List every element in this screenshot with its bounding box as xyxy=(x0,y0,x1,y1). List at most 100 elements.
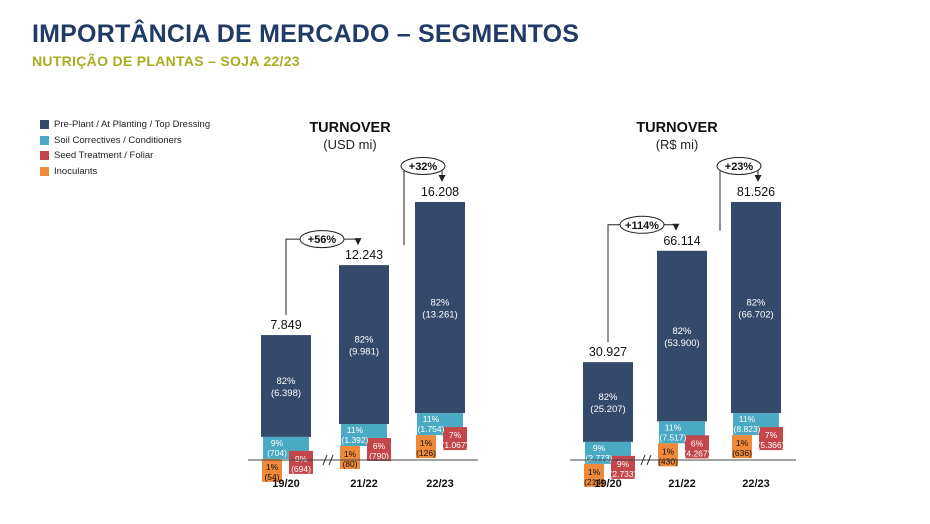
chart-0-bar-seed-19/20 xyxy=(289,450,313,474)
chart-0-label-soil-pct-22/23: 11% xyxy=(423,414,440,424)
legend-item-preplant: Pre-Plant / At Planting / Top Dressing xyxy=(40,117,210,133)
chart-1-label-inoculants-value-21/22: (430) xyxy=(658,456,678,466)
chart-1-label-preplant-pct-19/20: 82% xyxy=(598,392,618,403)
chart-1-label-seed-value-19/20: (2.733) xyxy=(610,469,637,479)
chart-0-label-soil-value-21/22: (1.392) xyxy=(342,435,369,445)
chart-0-label-seed-pct-22/23: 7% xyxy=(449,430,462,440)
chart-1-label-inoculants-pct-19/20: 1% xyxy=(588,467,601,477)
legend-swatch-soil-correctives xyxy=(40,135,49,145)
legend-swatch-seed-treatment xyxy=(40,151,49,161)
chart-0-label-seed-value-19/20: (694) xyxy=(291,464,311,474)
chart-0-bar-seed-22/23 xyxy=(443,427,467,451)
chart-0-unit: (USD mi) xyxy=(323,137,376,152)
chart-1-total-19/20: 30.927 xyxy=(589,345,627,359)
chart-1-label-preplant-value-22/23: (66.702) xyxy=(738,310,773,321)
page-subtitle: NUTRIÇÃO DE PLANTAS – SOJA 22/23 xyxy=(32,53,300,69)
chart-0-bar-inoculants-19/20 xyxy=(262,458,282,482)
chart-0-total-22/23: 16.208 xyxy=(421,185,459,199)
chart-1-label-preplant-value-19/20: (25.207) xyxy=(590,404,625,415)
chart-0-label-seed-pct-19/20: 9% xyxy=(295,454,308,464)
chart-1-growth-label-0: +114% xyxy=(625,220,659,232)
legend-item-soil-correctives: Soil Correctives / Conditioners xyxy=(40,133,210,149)
chart-1-label-seed-value-21/22: (4.267) xyxy=(684,448,711,458)
legend-label-preplant: Pre-Plant / At Planting / Top Dressing xyxy=(54,119,211,131)
chart-0-category-19/20: 19/20 xyxy=(272,478,300,490)
chart-0-label-inoculants-pct-22/23: 1% xyxy=(420,438,433,448)
legend-label-seed-treatment: Seed Treatment / Foliar xyxy=(54,150,154,162)
chart-0-bar-inoculants-21/22 xyxy=(340,445,360,469)
legend-label-inoculants: Inoculants xyxy=(54,165,98,177)
chart-0-label-preplant-value-21/22: (9.981) xyxy=(349,347,379,358)
chart-0-bar-seed-21/22 xyxy=(367,437,391,461)
chart-1-label-soil-value-19/20: (2.773) xyxy=(586,453,613,463)
chart-0-growth-arrowhead-1 xyxy=(438,175,446,182)
chart-0-axis-break-mark-a xyxy=(322,454,328,466)
chart-1-label-soil-pct-21/22: 11% xyxy=(665,422,682,432)
chart-0-label-inoculants-value-21/22: (80) xyxy=(342,459,357,469)
chart-1-bar-inoculants-22/23 xyxy=(732,435,752,459)
chart-1-bar-seed-22/23 xyxy=(759,427,783,451)
chart-1-label-preplant-pct-21/22: 82% xyxy=(672,326,692,337)
chart-0-growth-label-1: +32% xyxy=(409,161,438,173)
chart-0-growth-badge-1 xyxy=(400,157,446,175)
chart-1-label-inoculants-value-19/20: (214) xyxy=(584,477,604,487)
legend-label-soil-correctives: Soil Correctives / Conditioners xyxy=(54,134,182,146)
chart-1-label-seed-pct-21/22: 6% xyxy=(691,438,704,448)
chart-0-total-19/20: 7.849 xyxy=(270,318,301,332)
chart-0-label-preplant-pct-22/23: 82% xyxy=(430,298,450,309)
chart-1-label-soil-value-22/23: (8.823) xyxy=(734,424,761,434)
chart-1-label-seed-pct-22/23: 7% xyxy=(765,430,778,440)
chart-1-category-21/22: 21/22 xyxy=(668,478,696,490)
chart-1-total-22/23: 81.526 xyxy=(737,185,775,199)
chart-1-bar-seed-21/22 xyxy=(685,435,709,459)
chart-0-bar-inoculants-22/23 xyxy=(416,435,436,459)
chart-0-label-preplant-value-19/20: (6.398) xyxy=(271,388,301,399)
chart-0-title: TURNOVER xyxy=(309,120,391,136)
legend-swatch-preplant xyxy=(40,120,49,130)
chart-1-growth-arrowhead-0 xyxy=(672,223,680,231)
chart-0-label-seed-pct-21/22: 6% xyxy=(373,441,386,451)
chart-1-growth-badge-1 xyxy=(716,157,762,175)
chart-0-label-soil-value-22/23: (1.754) xyxy=(418,424,445,434)
chart-0-growth-badge-0 xyxy=(299,230,345,249)
legend-item-inoculants: Inoculants xyxy=(40,164,210,180)
chart-0-category-22/23: 22/23 xyxy=(426,478,454,490)
chart-0-label-seed-value-21/22: (790) xyxy=(369,451,389,461)
chart-1-bar-preplant-21/22 xyxy=(657,250,707,422)
chart-0-label-preplant-pct-21/22: 82% xyxy=(354,335,374,346)
chart-0-bar-preplant-21/22 xyxy=(339,265,389,424)
chart-1-growth-label-1: +23% xyxy=(725,161,754,173)
chart-0-label-soil-pct-19/20: 9% xyxy=(271,438,284,448)
legend-swatch-inoculants xyxy=(40,166,49,176)
chart-1-growth-badge-0 xyxy=(619,215,665,234)
chart-0-label-preplant-value-22/23: (13.261) xyxy=(422,310,457,321)
chart-1-label-inoculants-pct-22/23: 1% xyxy=(736,438,749,448)
chart-1-label-preplant-pct-22/23: 82% xyxy=(746,298,766,309)
legend-item-seed-treatment: Seed Treatment / Foliar xyxy=(40,148,210,164)
chart-1-label-inoculants-value-22/23: (636) xyxy=(732,448,752,458)
chart-0-axis-break-mark-b xyxy=(328,454,334,466)
chart-1-axis-break-mark-b xyxy=(646,454,652,466)
chart-0-bar-preplant-22/23 xyxy=(415,202,465,414)
chart-0-growth-label-0: +56% xyxy=(308,234,337,246)
chart-1-bar-inoculants-19/20 xyxy=(584,463,604,487)
chart-1-bar-preplant-22/23 xyxy=(731,202,781,414)
chart-1-label-preplant-value-21/22: (53.900) xyxy=(664,338,699,349)
chart-1-unit: (R$ mi) xyxy=(656,137,699,152)
chart-0-label-inoculants-pct-19/20: 1% xyxy=(266,462,279,472)
chart-1-category-22/23: 22/23 xyxy=(742,478,770,490)
chart-1-total-21/22: 66.114 xyxy=(663,234,700,248)
chart-1-bar-preplant-19/20 xyxy=(583,362,633,442)
chart-0-label-inoculants-pct-21/22: 1% xyxy=(344,449,357,459)
chart-0-label-preplant-pct-19/20: 82% xyxy=(276,376,296,387)
chart-0-total-21/22: 12.243 xyxy=(345,248,383,262)
chart-0-label-seed-value-22/23: (1.067) xyxy=(442,440,469,450)
chart-1-label-inoculants-pct-21/22: 1% xyxy=(662,446,675,456)
chart-1-label-seed-value-22/23: (5.366) xyxy=(758,440,785,450)
chart-1-title: TURNOVER xyxy=(636,120,718,136)
legend: Pre-Plant / At Planting / Top Dressing S… xyxy=(40,117,210,179)
page-title: IMPORTÂNCIA DE MERCADO – SEGMENTOS xyxy=(32,20,580,48)
chart-0-bar-preplant-19/20 xyxy=(261,335,311,437)
chart-1-growth-arrowhead-1 xyxy=(754,175,762,182)
